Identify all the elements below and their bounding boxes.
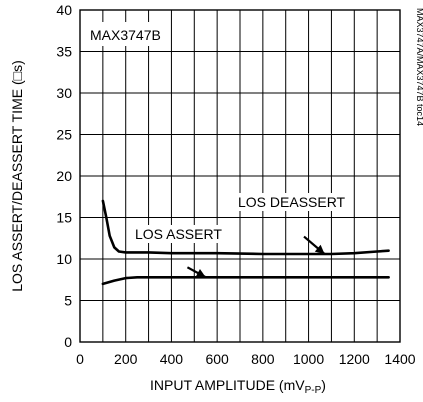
inset-label: MAX3747B <box>90 27 161 43</box>
y-tick-label: 25 <box>56 127 72 143</box>
x-tick-label: 1200 <box>339 351 370 367</box>
annotations: LOS DEASSERT LOS ASSERT <box>132 193 349 279</box>
x-axis-title-main: INPUT AMPLITUDE (mV <box>150 377 305 393</box>
annotation-arrow-head <box>314 244 325 255</box>
annotation-label: LOS ASSERT <box>135 226 222 242</box>
y-tick-label: 30 <box>56 85 72 101</box>
x-tick-label: 400 <box>160 351 184 367</box>
series-group <box>101 199 390 286</box>
annotation-bg <box>132 225 226 243</box>
y-tick-label: 40 <box>56 2 72 18</box>
x-axis-title-close: ) <box>321 377 326 393</box>
x-axis-title: INPUT AMPLITUDE (mVP-P) <box>150 377 326 396</box>
series-line-los-deassert <box>101 199 390 256</box>
y-tick-label: 0 <box>64 334 72 350</box>
grid <box>80 10 400 342</box>
annotation-arrow-head <box>195 269 206 278</box>
plot-frame <box>79 9 401 343</box>
x-tick-label: 600 <box>205 351 229 367</box>
annotation-label: LOS DEASSERT <box>238 194 346 210</box>
y-axis-title: LOS ASSERT/DEASSERT TIME (□s) <box>9 60 25 292</box>
annotation-bg <box>235 193 349 211</box>
y-tick-label: 10 <box>56 251 72 267</box>
x-tick-label: 200 <box>114 351 138 367</box>
x-axis-title-sub: P-P <box>305 385 322 396</box>
y-tick-label: 20 <box>56 168 72 184</box>
x-tick-labels: 0 200 400 600 800 1000 1200 1400 <box>76 351 416 367</box>
inset-label-box <box>86 22 164 46</box>
y-tick-labels: 0 5 10 15 20 25 30 35 40 <box>56 2 72 350</box>
x-tick-label: 1400 <box>384 351 415 367</box>
y-tick-label: 35 <box>56 44 72 60</box>
y-tick-label: 5 <box>64 293 72 309</box>
y-tick-label: 15 <box>56 210 72 226</box>
x-tick-label: 0 <box>76 351 84 367</box>
x-tick-label: 800 <box>251 351 275 367</box>
side-id: MAX3747A/MAX3747B toc14 <box>415 8 423 126</box>
x-tick-label: 1000 <box>293 351 324 367</box>
series-line-los-assert <box>101 276 390 286</box>
